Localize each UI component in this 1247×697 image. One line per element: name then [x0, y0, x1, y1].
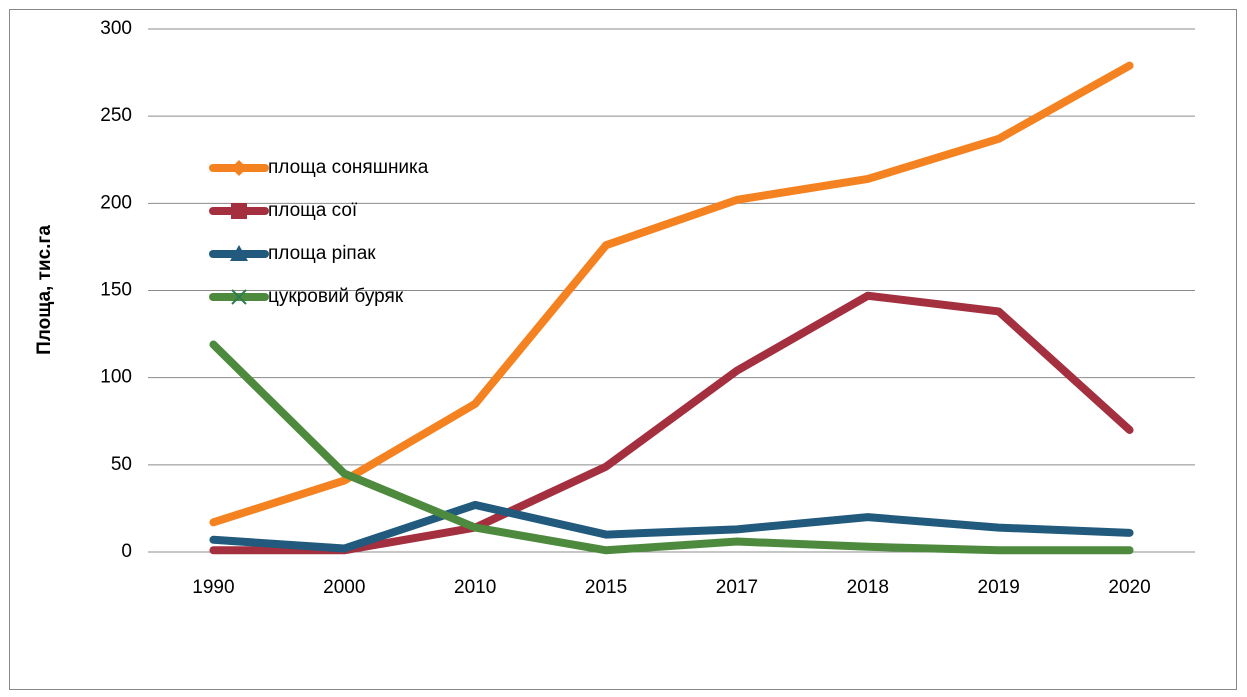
series-line: [209, 500, 1134, 553]
y-tick-label: 250: [100, 105, 132, 126]
x-tick-label: 2000: [323, 577, 365, 598]
x-tick-label: 2010: [454, 577, 496, 598]
x-tick-label: 2015: [585, 577, 627, 598]
legend-label: площа соняшника: [268, 157, 429, 178]
x-tick-label: 2018: [847, 577, 889, 598]
series-line: [209, 291, 1134, 555]
series-line: [209, 340, 1134, 555]
y-tick-label: 200: [100, 192, 132, 213]
x-tick-label: 2019: [978, 577, 1020, 598]
y-tick-label: 100: [100, 367, 132, 388]
legend-label: цукровий буряк: [268, 286, 404, 307]
x-tick-label: 1990: [192, 577, 234, 598]
y-axis-label: Площа, тис.га: [34, 225, 55, 355]
y-tick-label: 50: [111, 454, 132, 475]
legend-marker: [230, 245, 248, 261]
x-tick-label: 2020: [1108, 577, 1150, 598]
y-tick-label: 0: [121, 541, 132, 562]
x-tick-label: 2017: [716, 577, 758, 598]
legend-label: площа ріпак: [268, 243, 376, 264]
y-tick-label: 150: [100, 280, 132, 301]
series-line: [209, 61, 1134, 527]
y-tick-label: 300: [100, 18, 132, 39]
legend-marker: [231, 203, 247, 219]
legend-marker: [231, 289, 247, 305]
legend-label: площа сої: [268, 200, 358, 221]
legend-marker: [231, 160, 247, 176]
